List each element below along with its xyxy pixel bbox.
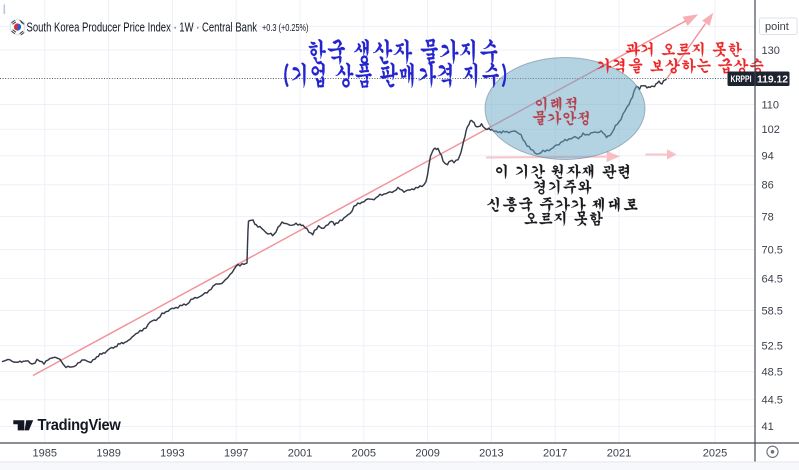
svg-text:41: 41 [762,421,774,433]
svg-text:86: 86 [762,180,774,192]
svg-text:44.5: 44.5 [762,395,783,407]
svg-text:102: 102 [762,124,780,136]
svg-text:1985: 1985 [33,448,57,460]
svg-text:2009: 2009 [415,448,439,460]
svg-text:KRPPI: KRPPI [731,74,752,84]
svg-text:64.5: 64.5 [762,273,783,285]
svg-text:2013: 2013 [479,448,503,460]
svg-text:58.5: 58.5 [762,305,783,317]
svg-text:TradingView: TradingView [38,417,122,434]
svg-text:52.5: 52.5 [762,341,783,353]
svg-text:1989: 1989 [96,448,120,460]
svg-text:2005: 2005 [352,448,376,460]
svg-text:2017: 2017 [543,448,567,460]
svg-text:1997: 1997 [224,448,248,460]
svg-text:119.12: 119.12 [757,74,788,86]
svg-text:70.5: 70.5 [762,244,783,256]
svg-text:110: 110 [762,99,780,111]
svg-text:130: 130 [762,45,780,57]
svg-text:point: point [765,21,789,33]
svg-text:+0.3 (+0.25%): +0.3 (+0.25%) [262,22,309,34]
svg-text:1993: 1993 [160,448,184,460]
svg-text:2025: 2025 [703,448,727,460]
svg-text:2001: 2001 [288,448,312,460]
svg-text:78: 78 [762,211,774,223]
svg-text:94: 94 [762,151,774,163]
svg-text:48.5: 48.5 [762,366,783,378]
svg-text:2021: 2021 [607,448,631,460]
svg-text:South Korea Producer Price Ind: South Korea Producer Price Index · 1W · … [27,21,258,35]
